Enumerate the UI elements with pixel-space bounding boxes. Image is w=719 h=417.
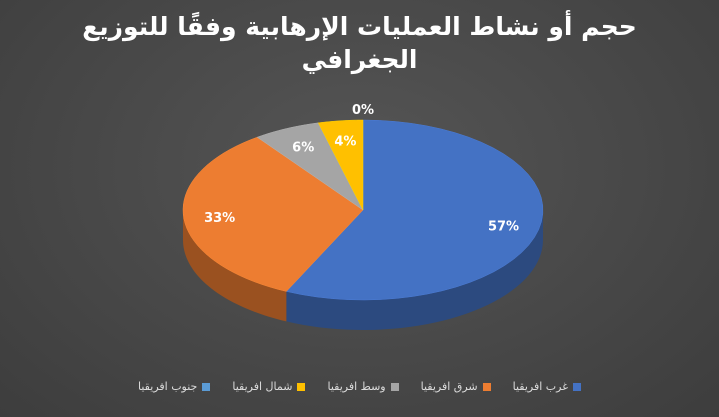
legend-label: شمال افريقيا — [232, 380, 293, 393]
slice-side-1 — [183, 210, 287, 322]
legend-item: جنوب افريقيا — [138, 380, 211, 393]
data-label-1: 33% — [204, 211, 235, 226]
slice-2[interactable] — [256, 122, 364, 211]
slice-0[interactable] — [285, 119, 544, 301]
data-label-0: 57% — [488, 220, 519, 235]
data-label-2: 6% — [292, 140, 314, 155]
legend-label: جنوب افريقيا — [138, 380, 198, 393]
chart-title: حجم أو نشاط العمليات الإرهابية وفقًا للت… — [82, 12, 637, 74]
legend-item: شرق افريقيا — [421, 380, 491, 393]
data-label-4: 0% — [352, 103, 374, 118]
legend-label: شرق افريقيا — [420, 380, 478, 393]
legend-swatch — [297, 382, 306, 391]
legend-item: غرب افريقيا — [513, 380, 581, 393]
legend-item: وسط افريقيا — [327, 380, 399, 393]
legend-swatch — [390, 382, 399, 391]
legend-item: شمال افريقيا — [232, 380, 306, 393]
legend-label: وسط افريقيا — [327, 380, 386, 393]
legend-swatch — [202, 382, 211, 391]
legend-swatch — [482, 382, 491, 391]
legend-swatch — [572, 382, 581, 391]
legend: غرب افريقيا شرق افريقيا وسط افريقيا شمال اف… — [0, 380, 719, 393]
data-label-3: 4% — [334, 134, 356, 149]
slice-1[interactable] — [182, 136, 364, 292]
slice-3[interactable] — [317, 119, 364, 211]
legend-label: غرب افريقيا — [512, 380, 568, 393]
slice-side-0 — [286, 210, 543, 330]
